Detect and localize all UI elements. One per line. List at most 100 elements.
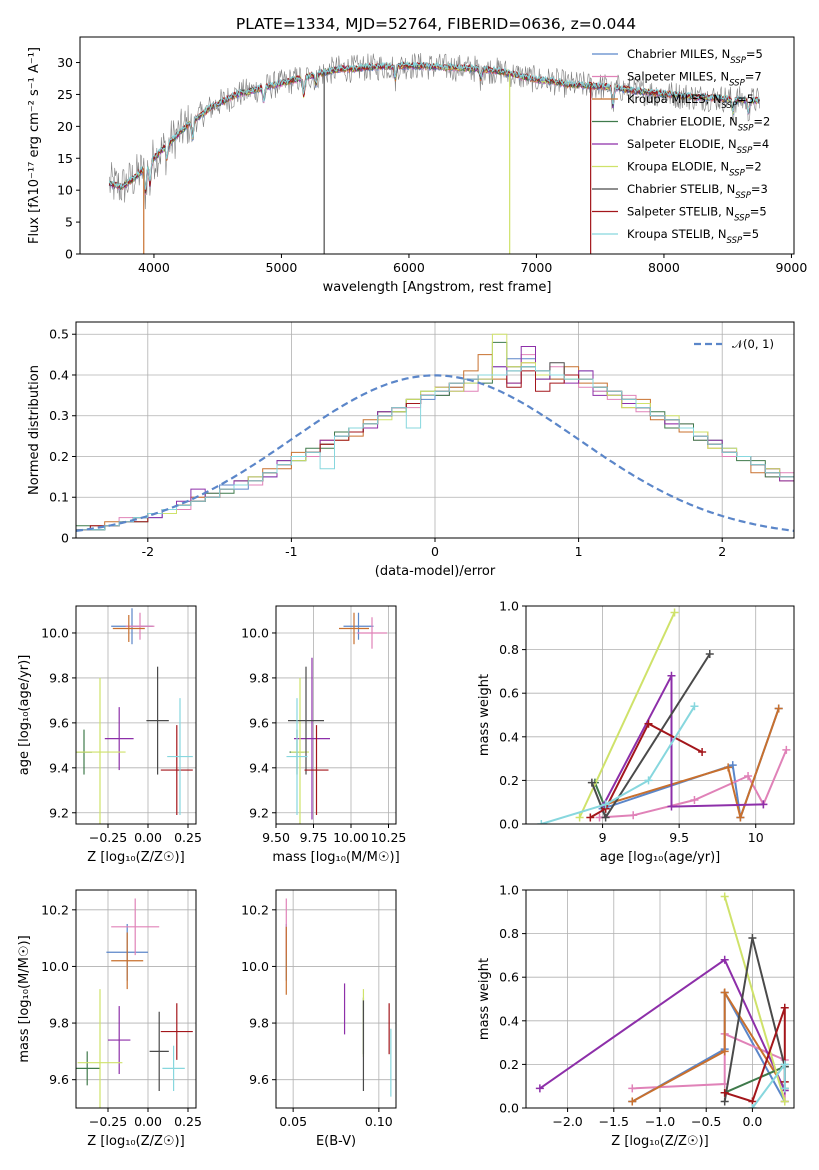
x-tick-label: 2 <box>718 544 726 559</box>
errorbar-salpeter-stelib <box>160 725 193 816</box>
figure-title: PLATE=1334, MJD=52764, FIBERID=0636, z=0… <box>236 15 636 33</box>
weight-marker <box>728 761 737 770</box>
legend-entry: Kroupa MILES, NSSP=5 <box>627 92 754 111</box>
errorbar-salpeter-elodie <box>104 707 134 771</box>
plot-area <box>76 898 193 1108</box>
histogram-salpeter-miles <box>76 354 794 531</box>
y-tick-label: 9.8 <box>249 670 269 685</box>
x-tick-label: 0.25 <box>174 830 202 845</box>
x-axis-label: age [log₁₀(age/yr)] <box>600 850 721 865</box>
x-tick-label: -2 <box>142 544 154 559</box>
panel-age-vs-Z: −0.25 0.00 0.25 9.2 9.4 9.6 9.8 10.0 Z [log₁₀(Z/… <box>17 605 202 865</box>
x-tick-label: −0.25 <box>89 1114 127 1129</box>
errorbar-chabrier-miles <box>343 612 374 640</box>
x-tick-label: 9.50 <box>262 830 290 845</box>
errorbar-salpeter-miles <box>125 612 155 640</box>
y-tick-label: 10.0 <box>41 625 69 640</box>
legend-entry: Salpeter MILES, NSSP=7 <box>627 70 762 89</box>
y-tick-label: 10.2 <box>241 902 269 917</box>
weight-series-kroupa-stelib <box>748 1060 789 1108</box>
weight-series-kroupa-stelib <box>537 702 699 824</box>
x-tick-label: 0.00 <box>134 830 162 845</box>
x-tick-label: 9.5 <box>669 830 689 845</box>
x-tick-label: 10.00 <box>333 830 369 845</box>
legend-entry: Salpeter ELODIE, NSSP=4 <box>627 137 769 156</box>
errorbar-salpeter-miles <box>357 617 387 649</box>
x-tick-label: 6000 <box>393 260 425 275</box>
weight-marker <box>774 704 783 713</box>
weight-line <box>578 612 676 818</box>
weight-marker <box>744 772 753 781</box>
weight-marker <box>537 820 546 824</box>
y-tick-label: 9.2 <box>249 805 269 820</box>
plot-area <box>285 898 392 1097</box>
x-tick-label: −0.5 <box>691 1114 721 1129</box>
y-tick-label: 9.6 <box>49 715 69 730</box>
weight-marker <box>720 988 729 997</box>
y-tick-label: 0.5 <box>49 327 69 342</box>
y-tick-label: 15 <box>57 151 73 166</box>
y-tick-label: 10.2 <box>41 902 69 917</box>
panel-spectrum: 4000 5000 6000 7000 8000 9000 0 5 10 15 20 25 30 wave… <box>27 36 808 295</box>
panel-residuals: -2 -1 0 1 2 0 0.1 0.2 0.3 0.4 0.5 (data-model)/erro… <box>27 321 795 579</box>
weight-marker <box>667 671 676 680</box>
y-axis-label: Flux [fλ10⁻¹⁷ erg cm⁻² s⁻¹ A⁻¹] <box>27 47 42 244</box>
weight-marker <box>644 719 653 728</box>
errorbar-salpeter-stelib <box>160 1003 193 1060</box>
errorbar-kroupa-elodie <box>77 989 123 1108</box>
y-tick-label: 9.2 <box>49 805 69 820</box>
y-tick-label: 9.4 <box>249 760 269 775</box>
plot-area <box>286 612 387 824</box>
y-tick-label: 9.6 <box>249 715 269 730</box>
weight-series-kroupa-elodie <box>575 608 679 822</box>
legend-entry-value: =5 <box>746 47 763 61</box>
x-tick-label: 7000 <box>521 260 553 275</box>
weight-marker <box>720 1088 729 1097</box>
normal-curve <box>76 374 794 532</box>
y-tick-label: 0.2 <box>49 449 69 464</box>
x-tick-label: 9000 <box>776 260 808 275</box>
legend-entry-label: Chabrier STELIB, N <box>627 182 735 196</box>
legend-entry: Chabrier STELIB, NSSP=3 <box>627 182 768 201</box>
x-tick-label: 1 <box>575 544 583 559</box>
weight-line <box>631 989 786 1103</box>
y-tick-label: 9.6 <box>249 1072 269 1087</box>
y-tick-label: 0.1 <box>49 490 69 505</box>
errorbar-kroupa-stelib <box>286 698 308 816</box>
weight-marker <box>644 776 653 785</box>
weight-line <box>599 749 788 819</box>
y-tick-label: 10.0 <box>241 959 269 974</box>
legend-entry: Chabrier ELODIE, NSSP=2 <box>627 115 770 134</box>
legend-entry-value: =2 <box>745 160 762 174</box>
weight-marker <box>782 745 791 754</box>
weight-marker <box>628 1097 637 1106</box>
x-tick-label: 9.75 <box>300 830 328 845</box>
weight-line <box>601 675 764 808</box>
x-tick-label: 0.05 <box>279 1114 307 1129</box>
weight-marker <box>780 1060 789 1069</box>
x-tick-label: 0.10 <box>365 1114 393 1129</box>
plot-area <box>535 892 789 1108</box>
weight-marker <box>705 649 714 658</box>
weight-marker <box>780 1097 789 1106</box>
panel-mass-vs-Z: −0.25 0.00 0.25 9.6 9.8 10.0 10.2 Z [log₁₀(Z/Z☉… <box>17 889 202 1149</box>
x-tick-label: 5000 <box>266 260 298 275</box>
x-tick-label: −2.0 <box>552 1114 582 1129</box>
y-axis-label: mass weight <box>477 674 492 756</box>
plot-area <box>76 608 193 824</box>
x-axis-label: Z [log₁₀(Z/Z☉)] <box>87 850 184 865</box>
residuals-legend: 𝒩(0, 1) <box>694 337 774 351</box>
x-axis-label: mass [log₁₀(M/M☉)] <box>272 850 399 865</box>
legend-entry-label: Kroupa ELODIE, N <box>627 160 729 174</box>
y-axis-label: Normed distribution <box>27 365 42 495</box>
weight-line <box>724 1007 786 1103</box>
errorbar-chabrier-elodie <box>76 1051 100 1086</box>
y-tick-label: 9.8 <box>49 670 69 685</box>
legend-entry-label: Kroupa STELIB, N <box>627 227 727 241</box>
weight-series-chabrier-stelib <box>587 649 714 822</box>
weight-line <box>723 896 786 1102</box>
weight-marker <box>720 955 729 964</box>
y-tick-label: 20 <box>57 119 73 134</box>
panel-age-vs-mass: 9.50 9.75 10.00 10.25 9.2 9.4 9.6 9.8 10.0 mass [… <box>241 605 406 865</box>
